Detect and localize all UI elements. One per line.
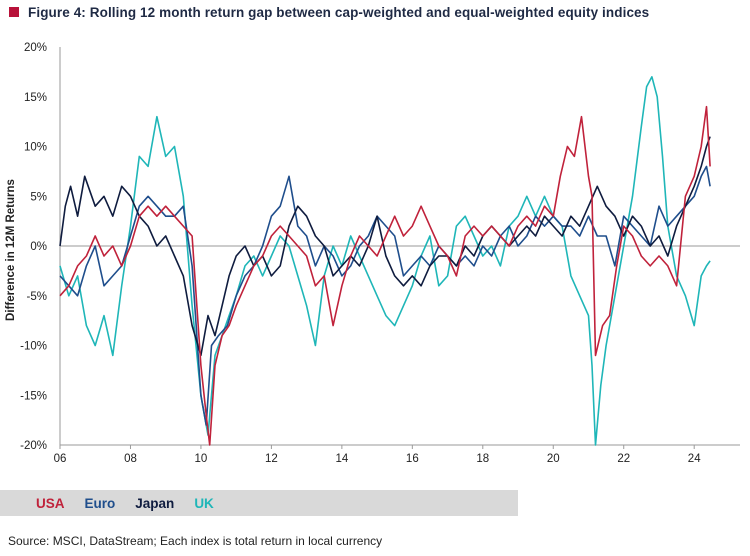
y-tick-label: -20% [20, 440, 47, 452]
source-note: Source: MSCI, DataStream; Each index is … [8, 534, 383, 548]
x-tick-label: 12 [265, 453, 278, 465]
x-tick-label: 14 [335, 453, 348, 465]
legend-item-euro: Euro [84, 495, 116, 511]
y-tick-label: 10% [24, 142, 47, 154]
legend-item-usa: USA [36, 495, 65, 511]
x-tick-label: 18 [476, 453, 489, 465]
chart-title: Figure 4: Rolling 12 month return gap be… [28, 4, 650, 20]
chart-title-row: Figure 4: Rolling 12 month return gap be… [9, 4, 649, 20]
x-tick-label: 16 [406, 453, 419, 465]
y-tick-label: 15% [24, 92, 47, 104]
x-tick-label: 10 [195, 453, 208, 465]
y-tick-label: -10% [20, 341, 47, 353]
y-axis-label: Difference in 12M Returns [5, 179, 17, 321]
x-tick-label: 08 [124, 453, 137, 465]
y-tick-label: 20% [24, 42, 47, 54]
x-tick-label: 06 [54, 453, 67, 465]
legend-item-japan: Japan [135, 495, 175, 511]
legend-item-uk: UK [194, 495, 214, 511]
y-tick-label: -5% [27, 291, 47, 303]
series-line-uk [59, 76, 711, 446]
series-line-japan [59, 136, 711, 357]
y-tick-label: -15% [20, 390, 47, 402]
x-tick-label: 20 [547, 453, 560, 465]
series-line-euro [59, 165, 711, 426]
y-tick-label: 0% [30, 241, 47, 253]
title-marker-icon [9, 7, 19, 17]
y-tick-label: 5% [30, 191, 47, 203]
series-line-usa [59, 105, 711, 446]
x-tick-label: 22 [617, 453, 630, 465]
chart-legend: USA Euro Japan UK [0, 490, 518, 516]
x-tick-label: 24 [688, 453, 701, 465]
line-chart: 20% 15% 10% 5% 0% -5% -10% -15% -20% 06 08 10 12 14 16… [5, 42, 740, 465]
